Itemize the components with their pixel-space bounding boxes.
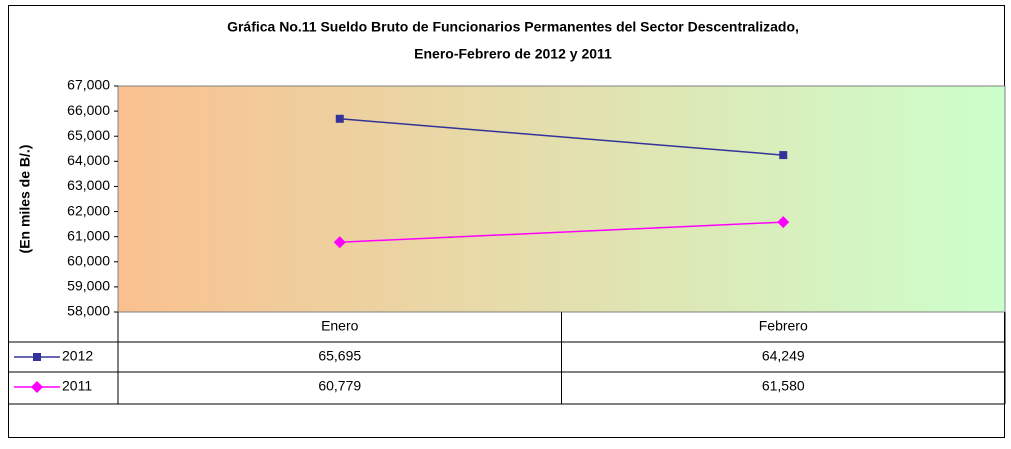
- data-label: 61,580: [762, 378, 805, 394]
- x-tick-label: Febrero: [759, 318, 808, 334]
- data-label: 65,695: [318, 348, 361, 364]
- plot-area: [117, 85, 1006, 313]
- y-tick-label: 64,000: [67, 152, 110, 168]
- y-tick-label: 63,000: [67, 177, 110, 193]
- y-tick-label: 59,000: [67, 278, 110, 294]
- marker: [779, 151, 788, 160]
- chart-title: Enero-Febrero de 2012 y 2011: [414, 46, 612, 62]
- series-line: [339, 118, 784, 156]
- series-line: [339, 221, 784, 243]
- x-tick-label: Enero: [321, 318, 359, 334]
- y-tick-label: 66,000: [67, 102, 110, 118]
- marker: [31, 381, 43, 393]
- marker: [33, 353, 41, 361]
- y-axis-label: (En miles de B/.): [17, 145, 33, 254]
- marker: [777, 216, 790, 229]
- marker: [333, 236, 346, 249]
- y-tick-label: 62,000: [67, 202, 110, 218]
- y-tick-label: 67,000: [67, 77, 110, 93]
- y-tick-label: 58,000: [67, 303, 110, 319]
- y-tick-label: 61,000: [67, 227, 110, 243]
- chart-title: Gráfica No.11 Sueldo Bruto de Funcionari…: [227, 19, 799, 35]
- y-tick-label: 65,000: [67, 127, 110, 143]
- data-label: 64,249: [762, 348, 805, 364]
- y-tick-label: 60,000: [67, 252, 110, 268]
- legend-label: 2011: [62, 378, 92, 394]
- legend-label: 2012: [62, 348, 93, 364]
- data-label: 60,779: [318, 378, 361, 394]
- marker: [335, 114, 344, 123]
